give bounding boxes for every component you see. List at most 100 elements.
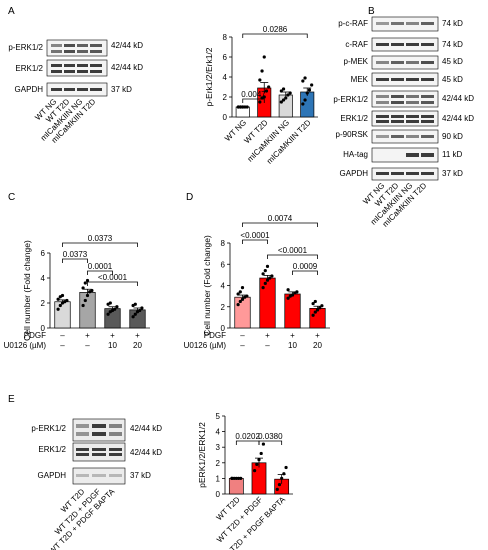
data-point (286, 288, 290, 292)
data-point (268, 276, 272, 280)
significance-bracket (242, 98, 265, 103)
treatment-value: + (110, 331, 115, 340)
p-value-label: 0.0001 (88, 262, 113, 271)
p-value-label: 0.0047 (241, 90, 266, 99)
data-point (277, 483, 282, 487)
data-point (275, 487, 279, 491)
blot-label: c-RAF (345, 40, 368, 49)
y-axis-label: Cell number (Fold change) (22, 240, 32, 341)
data-point (236, 476, 241, 480)
data-point (258, 78, 262, 82)
p-value-label: 0.0380 (258, 432, 283, 441)
bar-chart-d: 0 2 4 6 8 Cell number (Fold change) <0.0001 0.0… (184, 214, 330, 350)
blot-label: p-ERK1/2 (8, 43, 43, 52)
data-point (234, 476, 238, 480)
significance-bracket (62, 242, 138, 247)
treatment-value: + (315, 331, 320, 340)
blot-bands (376, 22, 434, 175)
y-tick-label: 6 (223, 53, 228, 62)
data-point (281, 98, 286, 102)
treatment-value: 10 (108, 341, 117, 350)
data-point (261, 286, 265, 290)
data-point (243, 105, 247, 109)
blot-kd-label: 42/44 kD (442, 94, 474, 103)
data-point (284, 465, 288, 470)
blot-panel-e: p-ERK1/2 ERK1/2 GAPDH 42/44 kD 42/44 kD … (31, 418, 162, 550)
data-point (282, 472, 286, 476)
y-tick-label: 2 (41, 299, 46, 308)
blot-label: ERK1/2 (38, 445, 66, 454)
data-point (232, 476, 236, 480)
bar (259, 277, 276, 329)
data-point (133, 312, 137, 316)
blot-label: ERK1/2 (15, 64, 43, 73)
y-tick-label: 5 (216, 412, 221, 421)
y-tick-label: 8 (221, 239, 226, 248)
data-point (279, 89, 283, 93)
data-point (140, 306, 144, 310)
data-point (267, 85, 271, 89)
data-point (265, 278, 270, 282)
treatment-value: + (265, 331, 270, 340)
blot-kd-label: 74 kD (442, 40, 463, 49)
y-tick-label: 2 (216, 459, 221, 468)
data-point (245, 105, 249, 109)
data-point (318, 306, 322, 310)
data-point (261, 442, 265, 446)
significance-bracket (87, 270, 113, 275)
bar (54, 301, 71, 329)
blot-kd-label: 42/44 kD (442, 114, 474, 123)
data-point (81, 303, 85, 308)
treatment-row-label: U0126 (µM) (4, 341, 47, 350)
p-value-label: 0.0202 (235, 432, 260, 441)
blot-label: MEK (351, 75, 369, 84)
p-value-label: <0.0001 (240, 231, 270, 240)
treatment-value: 10 (288, 341, 297, 350)
data-point (238, 299, 242, 304)
data-point (58, 303, 62, 308)
data-point (230, 476, 234, 480)
data-point (303, 76, 307, 80)
data-point (108, 301, 112, 305)
significance-bracket (242, 239, 268, 244)
y-tick-label: 0 (221, 324, 226, 333)
data-point (260, 69, 264, 73)
panel-letter-d: D (186, 192, 193, 203)
y-tick-label: 0 (216, 490, 221, 499)
data-point (131, 315, 135, 319)
data-point (295, 290, 299, 294)
data-point (255, 462, 259, 466)
significance-bracket (242, 222, 318, 227)
blot-kd-label: 74 kD (442, 19, 463, 28)
data-point (258, 100, 262, 104)
treatment-value: + (290, 331, 295, 340)
treatment-value: – (60, 331, 65, 340)
data-point (253, 469, 257, 473)
blot-strip (46, 59, 108, 77)
data-point (83, 281, 87, 285)
blot-panel-a: p-ERK1/2 ERK1/2 GAPDH 42/44 kD 42/44 kD … (8, 39, 143, 145)
y-axis-label: pERK1/2/ERK1/2 (197, 422, 207, 488)
blot-label: HA-tag (343, 150, 368, 159)
data-point (313, 299, 317, 304)
data-point (115, 305, 119, 309)
panel-letter-c: C (8, 192, 15, 203)
blot-label: GAPDH (15, 85, 44, 94)
y-tick-label: 2 (221, 303, 226, 312)
blot-label: p-ERK1/2 (31, 424, 66, 433)
p-value-label: <0.0001 (98, 273, 128, 282)
data-point (286, 93, 290, 97)
y-axis-label: p-Erk1/2/Erk1/2 (204, 47, 214, 106)
treatment-value: – (240, 341, 245, 350)
data-point (56, 297, 60, 301)
blot-kd-label: 90 kD (442, 132, 463, 141)
data-point (261, 272, 265, 276)
blot-kd-label: 42/44 kD (111, 41, 143, 50)
data-point (113, 307, 117, 311)
data-point (310, 83, 314, 87)
treatment-value: – (85, 341, 90, 350)
data-point (236, 292, 240, 296)
panel-letter-a: A (8, 6, 15, 17)
blot-kd-label: 37 kD (130, 471, 151, 480)
